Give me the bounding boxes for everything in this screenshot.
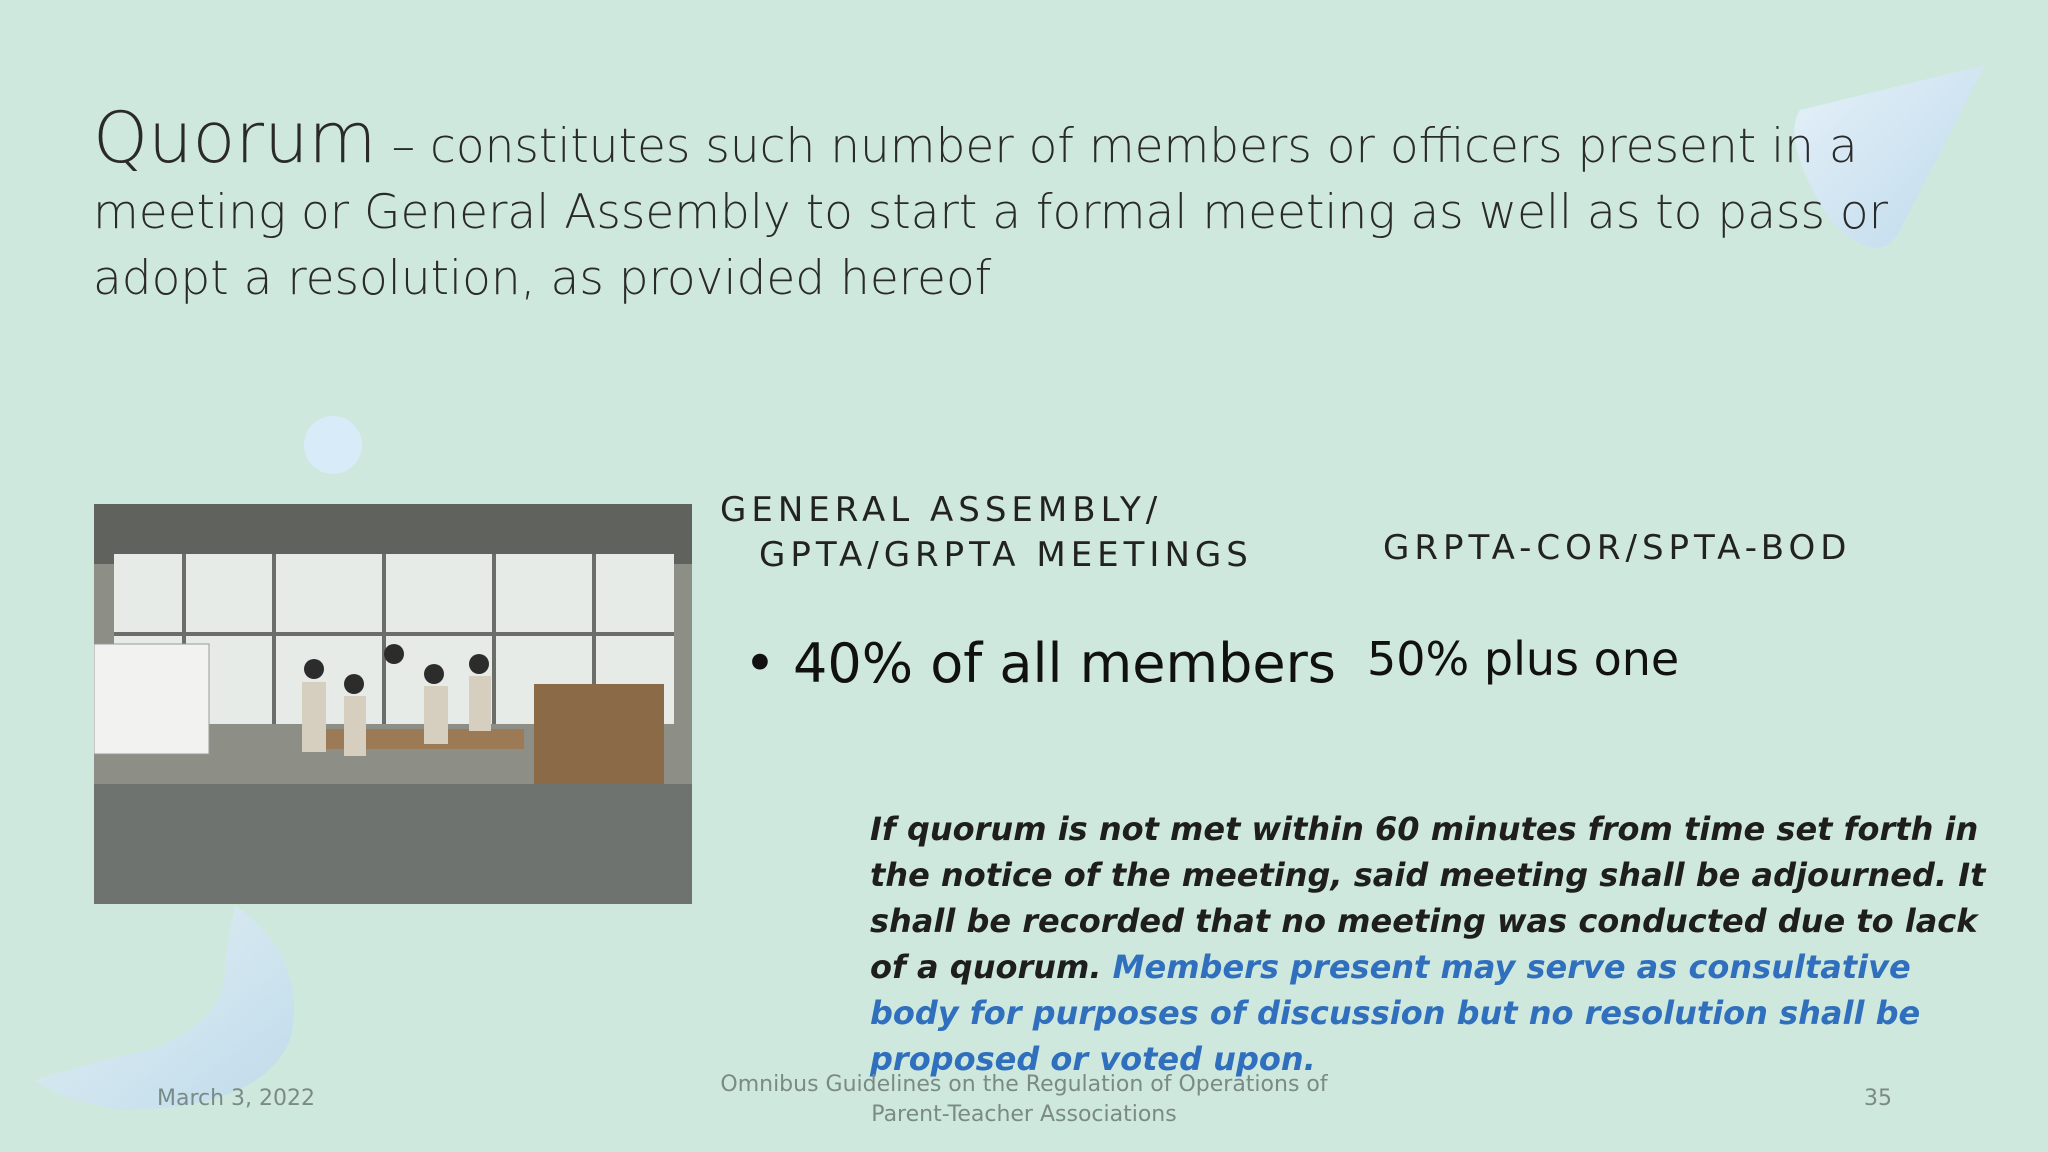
column-heading: GPTA/GRPTA MEETINGS [759,535,1253,575]
title-definition: – constitutes such number of members or … [93,119,1888,306]
note: If quorum is not met within 60 minutes f… [870,806,2010,1082]
footer-center: Omnibus Guidelines on the Regulation of … [720,1072,1328,1127]
meeting-photo [94,504,692,904]
note-text: If quorum is not met within 60 minutes f… [870,810,1986,986]
column-heading: GRPTA-COR/SPTA-BOD [1383,528,1852,568]
column-heading: GENERAL ASSEMBLY/ [720,490,1163,530]
column-value: 50% plus one [1367,632,1680,686]
title: Quorum – constitutes such number of memb… [93,103,1943,312]
footer-date: March 3, 2022 [157,1086,316,1111]
column-value: • 40% of all members [744,632,1336,695]
note-highlight: Members present may serve as consultativ… [870,948,1921,1078]
footer-page: 35 [1864,1086,1892,1111]
title-term: Quorum [93,97,377,179]
